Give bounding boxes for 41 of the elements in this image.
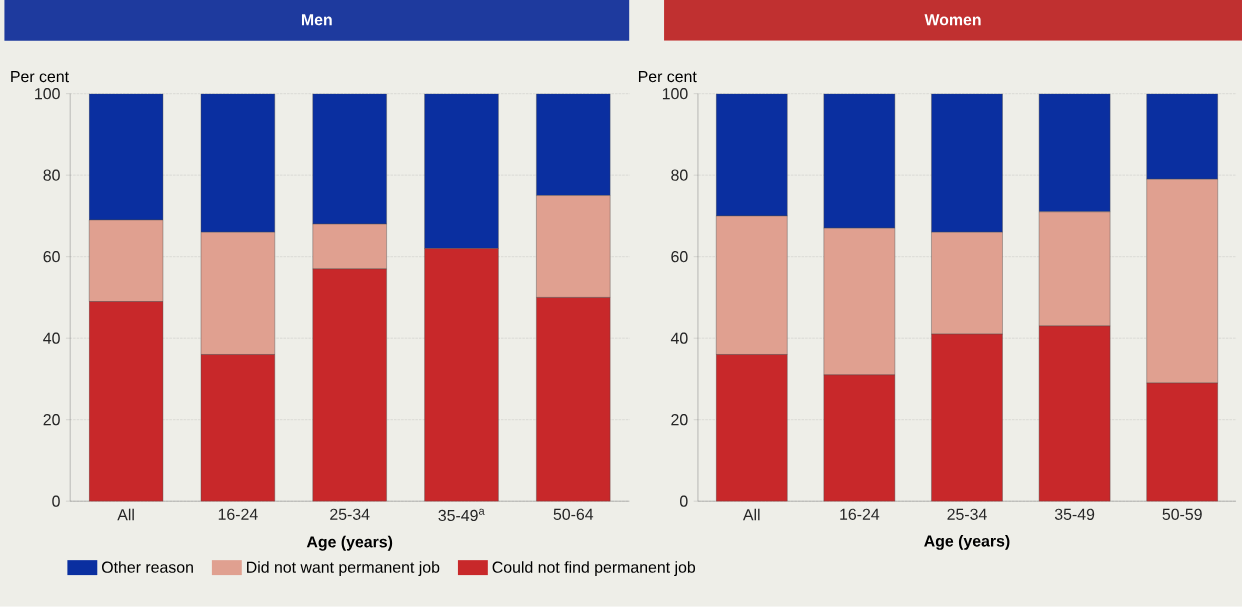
y-tick-label: 80 [671,169,688,181]
bar [312,268,387,502]
bar [536,297,611,502]
bar [424,248,499,502]
y-axis-title: Per cent [11,71,69,83]
x-tick-label: 25-34 [947,508,987,521]
x-tick-label: 16-24 [218,508,258,521]
y-axis-title: Per cent [638,71,697,83]
bar [931,333,1003,502]
bar [200,354,275,502]
x-axis-title: Age (years) [924,535,1010,550]
x-axis-title: Age (years) [306,535,393,551]
x-tick-label: 35-49$^{a}$ [438,508,485,522]
y-tick-label: 0 [52,495,60,507]
x-tick-label: All [742,508,760,521]
x-tick-label: 50-64 [553,508,594,521]
y-tick-label: 20 [671,414,688,426]
bar [823,374,896,502]
y-tick-label: 60 [43,251,60,263]
legend-label: Could not find permanent job [492,561,696,577]
legend-label: Other reason [102,561,193,573]
x-tick-label: 16-24 [840,508,880,521]
y-tick-label: 100 [662,88,688,100]
y-tick-label: 80 [43,169,60,181]
bar [88,301,164,502]
chart-title: Men [301,14,332,26]
bar [1038,325,1111,502]
y-tick-label: 40 [43,332,60,344]
y-tick-label: 20 [43,414,60,426]
chart-title: Women [924,14,981,26]
bar [716,354,788,502]
bar [1146,382,1218,502]
x-tick-label: 25-34 [330,508,370,521]
y-tick-label: 40 [670,332,688,344]
y-tick-label: 0 [680,495,688,507]
y-tick-label: 100 [35,88,60,100]
y-tick-label: 60 [671,251,688,263]
x-tick-label: 35-49 [1054,508,1095,521]
x-tick-label: 50-59 [1162,508,1202,521]
legend-label: Did not want permanent job [247,561,440,577]
x-tick-label: All [117,508,134,521]
